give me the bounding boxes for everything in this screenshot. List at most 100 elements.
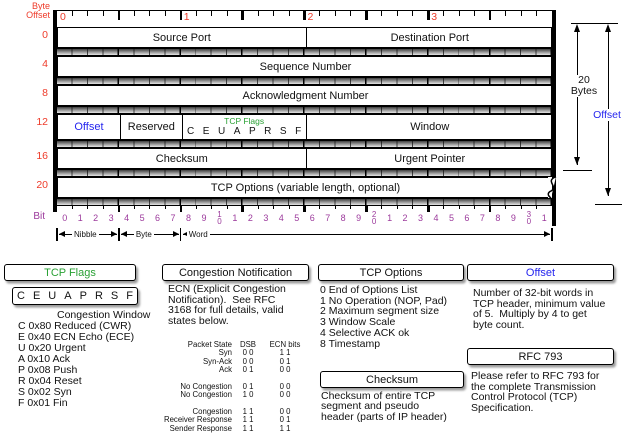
ruler-tick (505, 205, 507, 209)
ruler-tick (133, 205, 135, 209)
checksum-title-box: Checksum (320, 371, 464, 388)
arrow-left-icon (182, 231, 189, 237)
bit-number: 1 (232, 212, 238, 223)
ecn-table-row: 1 0 (242, 390, 254, 400)
ruler-tick (117, 11, 121, 20)
bit-number: 5 (294, 212, 300, 223)
option-line: 3 Window Scale (320, 316, 396, 329)
header-field-tcp-options-variable-length-optional-: TCP Options (variable length, optional) (58, 178, 553, 197)
offset-title: Offset (525, 266, 556, 279)
byte-scale-number: 3 (431, 11, 438, 23)
ruler-tick (211, 11, 213, 16)
ruler-tick (241, 205, 244, 212)
ruler-tick (117, 205, 121, 212)
ruler-tick (365, 11, 368, 20)
ruler-tick (319, 205, 321, 209)
arrow-right-icon (544, 231, 550, 237)
header-field-label: Checksum (155, 152, 208, 165)
ruler-tick (241, 11, 244, 20)
row-offset-number: 8 (42, 87, 48, 99)
ecn-table-row: 0 0 (242, 356, 254, 366)
bit-number: 1 (387, 212, 393, 223)
header-row: Checksum Urgent Pointer (57, 148, 552, 169)
bit-number: 4 (124, 212, 130, 223)
bit-number: 5 (448, 212, 454, 223)
byte-offset-axis-label: Byte Offset (26, 1, 50, 20)
row-separator (57, 77, 552, 85)
flag-letter: U (217, 126, 226, 137)
flag-letter: R (264, 126, 272, 137)
ruler-tick (211, 205, 213, 209)
ruler-tick (350, 11, 352, 16)
ruler-tick (102, 205, 104, 209)
ruler-tick (149, 205, 151, 209)
row-separator (57, 140, 552, 148)
ruler-tick (164, 205, 166, 209)
tcp-flags-legend-list: Congestion Window C 0x80 Reduced (CWR) E… (18, 310, 150, 409)
ecn-table-row: 0 0 (279, 390, 291, 400)
flag-letter: U (48, 290, 57, 302)
measure-end-bar (551, 228, 553, 241)
ruler-tick (381, 11, 383, 16)
bit-number: 4 (433, 212, 439, 223)
row-separator (57, 48, 552, 56)
ruler-tick (273, 205, 275, 209)
ecn-table-row: 1 1 (242, 406, 254, 416)
flag-line: S 0x02 Syn (18, 386, 72, 398)
ruler-tick (87, 205, 89, 209)
unit-label: Nibble (71, 229, 99, 239)
congestion-notification-text: ECN (Explicit Congestion Notification). … (168, 284, 286, 327)
bit-number-digit: 0 (526, 217, 532, 226)
offset-title-box: Offset (467, 264, 614, 281)
ruler-tick (520, 11, 522, 16)
unit-label: Word (186, 229, 210, 239)
top-ruler-line (53, 10, 556, 12)
ruler-tick (179, 205, 182, 212)
offset-text: Number of 32-bit words in TCP header, mi… (473, 288, 605, 331)
ruler-tick (474, 11, 476, 16)
tcp-flags-legend-title-box: TCP Flags (4, 264, 136, 281)
ecn-table-row: Sender Response (169, 423, 232, 433)
ecn-table-row: 1 1 (279, 348, 291, 358)
ecn-table-row: Syn-Ack (202, 356, 232, 366)
text-line: Please refer to RFC 793 for (471, 370, 600, 382)
arrow-up-icon (604, 24, 611, 32)
ruler-tick (257, 11, 259, 16)
arrow-left-icon (120, 231, 127, 237)
ruler-tick (334, 11, 336, 16)
ecn-table-header: DSB (239, 340, 257, 349)
text-line: of 5. Multiply by 4 to get (473, 308, 587, 321)
bit-number: 3 (108, 212, 114, 223)
ecn-table-row: 0 0 (279, 406, 291, 416)
ecn-table-row: 0 1 (242, 365, 254, 375)
measure-end-bar (118, 228, 120, 241)
text-line: the complete Transmission (471, 380, 596, 393)
header-field-urgent-pointer: Urgent Pointer (305, 149, 554, 168)
ecn-table-row: 0 1 (279, 415, 291, 425)
ruler-tick (396, 11, 398, 16)
rfc-text: Please refer to RFC 793 for the complete… (471, 371, 599, 414)
byte-scale-number: 1 (183, 11, 190, 23)
text-line: byte count. (473, 319, 525, 332)
ecn-table-row: 1 1 (242, 415, 254, 425)
text-line: ECN (Explicit Congestion (168, 283, 286, 295)
flag-line: P 0x08 Push (18, 364, 78, 376)
ecn-table-row: 0 0 (279, 365, 291, 375)
flag-letter: F (295, 126, 302, 137)
header-row: TCP Options (variable length, optional) (57, 177, 548, 198)
flag-line: A 0x10 Ack (18, 353, 70, 365)
flag-letter: C (17, 290, 25, 302)
flag-letter: E (32, 290, 41, 302)
ruler-tick (288, 11, 290, 16)
ruler-tick (443, 205, 445, 209)
ruler-tick (488, 205, 492, 212)
flag-letter: S (279, 126, 287, 137)
header-field-label: Destination Port (390, 31, 469, 44)
bit-number: 6 (155, 212, 161, 223)
ruler-tick (87, 11, 89, 16)
bit-number: 2 (402, 212, 408, 223)
flag-letter: A (233, 126, 241, 137)
